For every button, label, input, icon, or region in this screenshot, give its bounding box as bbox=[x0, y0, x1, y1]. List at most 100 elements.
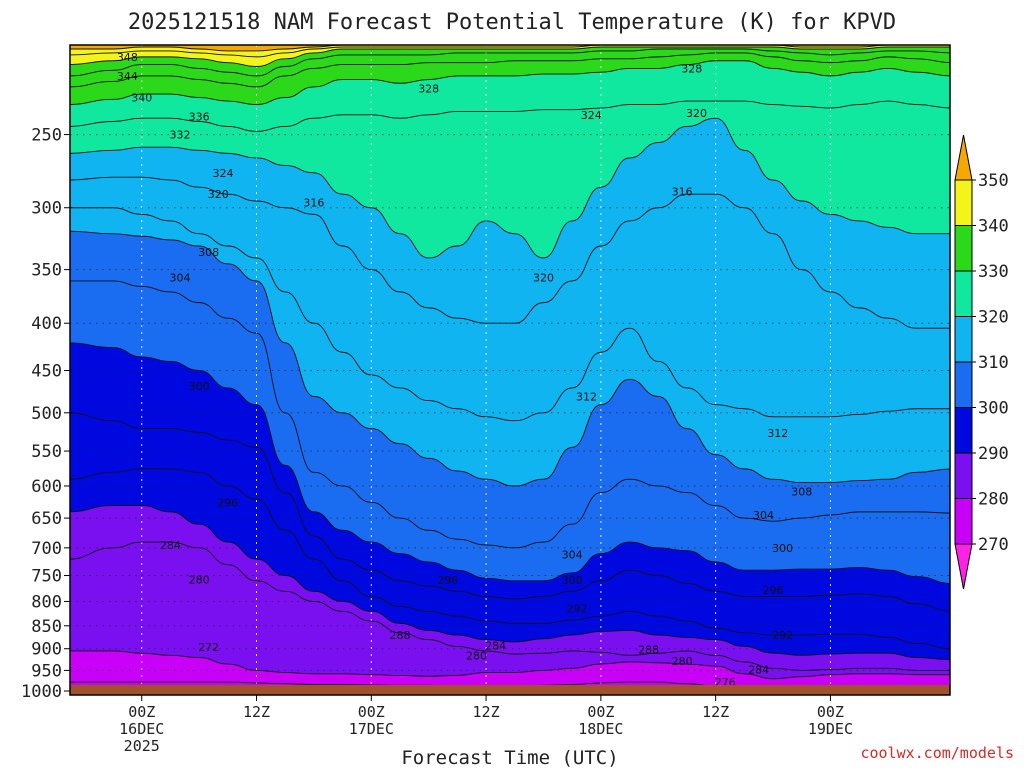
isentrope-308 bbox=[70, 230, 950, 487]
isentrope-340 bbox=[70, 46, 950, 67]
y-tick-label: 550 bbox=[31, 442, 62, 462]
x-tick-label: 12Z bbox=[473, 703, 500, 721]
contour-label-336: 336 bbox=[189, 111, 210, 124]
colorbar-legend: 270 280 290 300 310 320 330 340 350 bbox=[954, 134, 1009, 590]
colorbar-segment-280-290 bbox=[954, 452, 973, 499]
contour-label-328: 328 bbox=[418, 83, 439, 96]
colorbar-label: 340 bbox=[978, 217, 1009, 237]
colorbar-label: 330 bbox=[978, 262, 1009, 282]
contour-label-316: 316 bbox=[303, 196, 324, 209]
x-tick-label: 00Z bbox=[587, 703, 614, 721]
contour-label-300: 300 bbox=[562, 574, 583, 587]
contour-label-296: 296 bbox=[763, 584, 784, 597]
isentrope-280 bbox=[70, 650, 950, 680]
contour-label-348: 348 bbox=[117, 51, 138, 64]
y-tick-label: 900 bbox=[31, 640, 62, 660]
y-tick-label: 250 bbox=[31, 126, 62, 146]
y-tick-label: 700 bbox=[31, 539, 62, 559]
colorbar-segment-below-270 bbox=[954, 543, 973, 590]
contour-label-344: 344 bbox=[117, 70, 138, 83]
isentrope-332 bbox=[70, 52, 950, 88]
x-tick-label: 16DEC bbox=[119, 720, 164, 738]
contour-lines bbox=[70, 45, 950, 689]
y-tick-label: 750 bbox=[31, 567, 62, 587]
plot-area: 348 344 340 336 332 328 328 324 324 320 320 320 316 3… bbox=[70, 45, 950, 695]
x-axis-label: Forecast Time (UTC) bbox=[401, 747, 618, 768]
filled-contours bbox=[70, 45, 950, 695]
chart-title: 2025121518 NAM Forecast Potential Temper… bbox=[128, 10, 896, 35]
contour-label-280: 280 bbox=[672, 655, 693, 668]
isentrope-292 bbox=[70, 468, 950, 650]
x-tick-label: 17DEC bbox=[349, 720, 394, 738]
y-tick-label: 850 bbox=[31, 617, 62, 637]
isentrope-324 bbox=[70, 100, 950, 132]
y-tick-label: 800 bbox=[31, 592, 62, 612]
contour-label-284: 284 bbox=[485, 640, 506, 653]
contour-label-320: 320 bbox=[533, 272, 554, 285]
isentrope-348 bbox=[70, 45, 950, 52]
y-tick-label: 650 bbox=[31, 509, 62, 529]
y-tick-label: 450 bbox=[31, 361, 62, 381]
contour-label-320: 320 bbox=[208, 188, 229, 201]
contour-label-316: 316 bbox=[672, 185, 693, 198]
x-tick-label: 12Z bbox=[243, 703, 270, 721]
y-tick-label: 1000 bbox=[21, 682, 62, 702]
isentrope-344 bbox=[70, 45, 950, 58]
contour-label-320: 320 bbox=[686, 107, 707, 120]
contour-label-292: 292 bbox=[566, 602, 587, 615]
colorbar-label: 290 bbox=[978, 444, 1009, 464]
colorbar-label: 300 bbox=[978, 399, 1009, 419]
x-tick-label: 19DEC bbox=[808, 720, 853, 738]
contour-label-324: 324 bbox=[213, 167, 234, 180]
contour-label-324: 324 bbox=[581, 109, 602, 122]
isentrope-284 bbox=[70, 541, 950, 671]
contour-label-304: 304 bbox=[170, 272, 191, 285]
isentrope-316 bbox=[70, 176, 950, 329]
colorbar-label: 270 bbox=[978, 535, 1009, 555]
x-tick-label: 00Z bbox=[358, 703, 385, 721]
colorbar-segment-300-310 bbox=[954, 361, 973, 408]
isentrope-288 bbox=[70, 505, 950, 661]
y-tick-label: 350 bbox=[31, 261, 62, 281]
contour-label-284: 284 bbox=[748, 664, 769, 677]
y-tick-label: 300 bbox=[31, 199, 62, 219]
contour-label-308: 308 bbox=[198, 246, 219, 259]
x-tick-label: 18DEC bbox=[578, 720, 623, 738]
ground-surface bbox=[70, 684, 950, 695]
contour-label-312: 312 bbox=[576, 390, 597, 403]
contour-label-308: 308 bbox=[791, 485, 812, 498]
colorbar-segment-270-280 bbox=[954, 498, 973, 545]
contour-label-312: 312 bbox=[767, 427, 788, 440]
colorbar-label: 280 bbox=[978, 490, 1009, 510]
contour-label-280: 280 bbox=[466, 649, 487, 662]
y-tick-label: 950 bbox=[31, 661, 62, 681]
contour-label-300: 300 bbox=[189, 380, 210, 393]
isentrope-320 bbox=[70, 117, 950, 259]
isentrope-312 bbox=[70, 207, 950, 422]
credit-text: coolwx.com/models bbox=[860, 744, 1014, 762]
x-tick-label: 12Z bbox=[702, 703, 729, 721]
colorbar-segment-above-350 bbox=[954, 134, 973, 181]
contour-label-288: 288 bbox=[390, 629, 411, 642]
colorbar-segment-310-320 bbox=[954, 316, 973, 363]
x-tick-label: 00Z bbox=[128, 703, 155, 721]
y-tick-label: 500 bbox=[31, 404, 62, 424]
isentrope-304 bbox=[70, 280, 950, 549]
contour-label-280: 280 bbox=[189, 573, 210, 586]
colorbar-label: 320 bbox=[978, 308, 1009, 328]
contour-label-332: 332 bbox=[170, 129, 191, 142]
isentrope-296 bbox=[70, 412, 950, 612]
isentrope-300 bbox=[70, 342, 950, 584]
contour-label-288: 288 bbox=[638, 644, 659, 657]
contour-label-304: 304 bbox=[562, 549, 583, 562]
y-tick-label: 600 bbox=[31, 477, 62, 497]
colorbar-label: 350 bbox=[978, 171, 1009, 191]
contour-label-340: 340 bbox=[131, 92, 152, 105]
colorbar-segment-340-350 bbox=[954, 179, 973, 226]
contour-label-300: 300 bbox=[772, 542, 793, 555]
contour-label-328: 328 bbox=[681, 62, 702, 75]
isentrope-328 bbox=[70, 60, 950, 106]
x-tick-label: 00Z bbox=[817, 703, 844, 721]
